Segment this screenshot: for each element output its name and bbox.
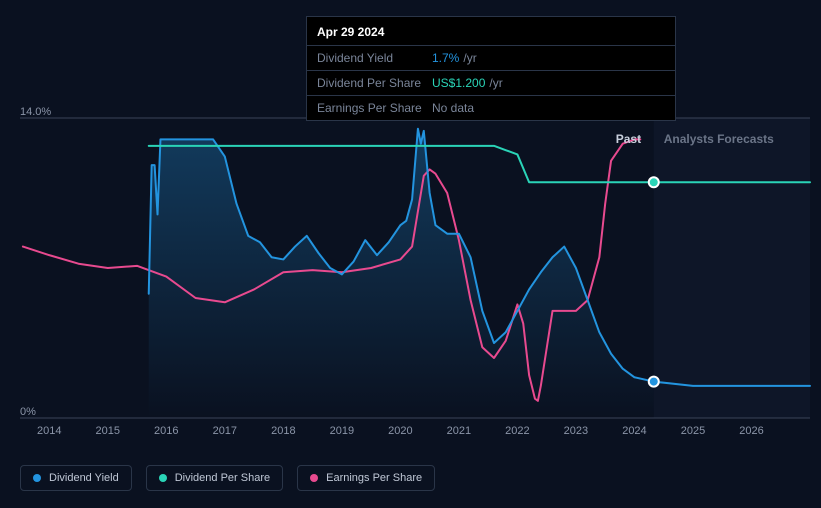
x-axis-label: 2024 (622, 425, 646, 437)
x-axis-label: 2023 (564, 425, 588, 437)
y-axis-label-top: 14.0% (20, 106, 51, 118)
x-axis-label: 2022 (505, 425, 529, 437)
tooltip-row: Earnings Per ShareNo data (307, 95, 675, 120)
legend-dot-icon (310, 474, 318, 482)
x-axis-label: 2014 (37, 425, 61, 437)
tooltip-row-label: Earnings Per Share (317, 99, 432, 117)
legend-item-dividend-per-share[interactable]: Dividend Per Share (146, 465, 283, 491)
x-axis-label: 2026 (739, 425, 763, 437)
x-axis-label: 2015 (96, 425, 120, 437)
tooltip-row-value: No data (432, 99, 478, 117)
x-axis-label: 2018 (271, 425, 295, 437)
tooltip-row-unit: /yr (463, 51, 476, 65)
legend-item-dividend-yield[interactable]: Dividend Yield (20, 465, 132, 491)
phase-label-past: Past (616, 132, 641, 146)
y-axis-label-bottom: 0% (20, 406, 36, 418)
x-axis-label: 2016 (154, 425, 178, 437)
tooltip-row-label: Dividend Yield (317, 49, 432, 67)
legend-dot-icon (159, 474, 167, 482)
x-axis-label: 2019 (330, 425, 354, 437)
x-axis-label: 2025 (681, 425, 705, 437)
chart-tooltip: Apr 29 2024Dividend Yield1.7%/yrDividend… (306, 16, 676, 121)
tooltip-row-unit: /yr (489, 76, 502, 90)
tooltip-row-value: US$1.200/yr (432, 74, 503, 92)
tooltip-row: Dividend Per ShareUS$1.200/yr (307, 70, 675, 95)
x-axis-label: 2020 (388, 425, 412, 437)
legend-item-label: Dividend Per Share (175, 472, 270, 484)
legend-item-label: Earnings Per Share (326, 472, 422, 484)
x-axis-label: 2021 (447, 425, 471, 437)
tooltip-row-value: 1.7%/yr (432, 49, 477, 67)
legend-dot-icon (33, 474, 41, 482)
legend-item-label: Dividend Yield (49, 472, 119, 484)
tooltip-title: Apr 29 2024 (307, 17, 675, 45)
tooltip-row-label: Dividend Per Share (317, 74, 432, 92)
x-axis-label: 2017 (213, 425, 237, 437)
legend: Dividend Yield Dividend Per Share Earnings… (20, 465, 435, 491)
x-axis: 2014 2015 2016 2017 2018 2019 2020 2021 2022 2023… (20, 425, 810, 445)
phase-label-forecast: Analysts Forecasts (664, 132, 774, 146)
tooltip-row: Dividend Yield1.7%/yr (307, 45, 675, 70)
legend-item-earnings-per-share[interactable]: Earnings Per Share (297, 465, 435, 491)
